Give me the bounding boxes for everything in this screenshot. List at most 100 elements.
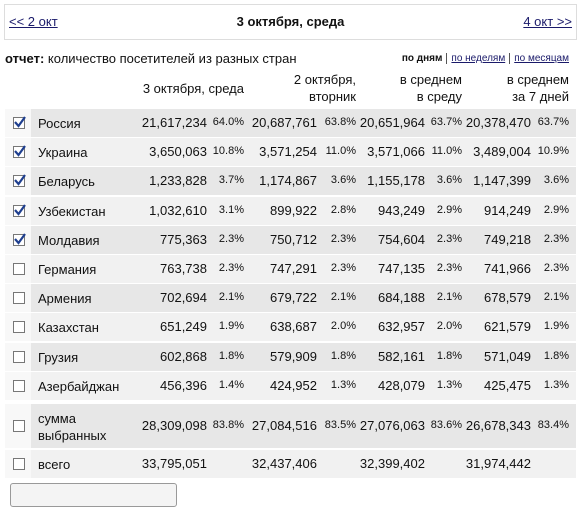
period-link[interactable]: по неделям	[446, 53, 510, 64]
row-name: Германия	[38, 262, 97, 277]
cell-percent: 2.9%	[543, 203, 569, 216]
cell-percent: 3.6%	[543, 174, 569, 187]
cell-percent: 1.4%	[218, 378, 244, 391]
cell-percent: 11.0%	[431, 145, 462, 158]
cell-percent: 2.3%	[330, 232, 356, 245]
cell-percent: 3.6%	[330, 174, 356, 187]
check-mark	[14, 233, 26, 245]
checkbox[interactable]	[13, 233, 26, 246]
check-mark	[14, 116, 26, 128]
row-name: Казахстан	[38, 320, 99, 336]
cell-value: 31,974,442	[465, 456, 531, 471]
row-name: Узбекистан	[38, 203, 106, 219]
cell-percent: 83.5%	[324, 419, 356, 431]
row-name: Азербайджан	[38, 378, 120, 394]
cell-value: 33,795,051	[141, 456, 207, 471]
check-mark	[14, 145, 26, 157]
checkbox[interactable]	[13, 263, 25, 275]
cell-percent: 63.8%	[324, 116, 356, 128]
cell-value: 32,437,406	[251, 456, 317, 471]
row-name: Молдавия	[38, 232, 100, 248]
nav-bar	[4, 4, 577, 40]
cell-value: 21,617,234	[141, 115, 207, 130]
cell-percent: 2.3%	[436, 232, 462, 245]
period-links: по дням по неделям по месяцам	[398, 53, 573, 64]
cell-value: 684,188	[378, 290, 425, 306]
cell-value: 602,868	[160, 348, 207, 364]
add-button[interactable]	[10, 483, 177, 507]
cell-value: 741,966	[484, 261, 531, 276]
checkbox[interactable]	[13, 458, 25, 470]
cell-percent: 2.1%	[543, 291, 569, 304]
prev-link[interactable]: << 2 окт	[9, 14, 58, 29]
cell-value: 3,650,063	[149, 144, 207, 160]
period-link[interactable]: по месяцам	[509, 53, 573, 64]
cell-value: 747,135	[378, 261, 425, 276]
cell-percent: 64.0%	[212, 116, 244, 128]
cell-value: 750,712	[270, 231, 317, 247]
cell-value: 27,084,516	[251, 418, 317, 433]
cell-percent: 2.3%	[218, 232, 244, 245]
period-link[interactable]: по дням	[401, 53, 443, 64]
cell-value: 456,396	[160, 377, 207, 393]
checkbox[interactable]	[13, 350, 25, 363]
nav-title: 3 октября, среда	[236, 14, 345, 29]
column-header: в среднем	[506, 72, 569, 87]
report-label: отчет:	[5, 51, 45, 66]
cell-value: 32,399,402	[359, 456, 425, 471]
cell-percent: 3.7%	[218, 174, 244, 187]
cell-percent: 11.0%	[325, 145, 356, 158]
cell-percent: 2.8%	[330, 203, 356, 216]
table-row	[5, 167, 576, 196]
cell-percent: 2.3%	[436, 262, 462, 274]
checkbox[interactable]	[13, 116, 26, 129]
cell-percent: 2.1%	[330, 291, 356, 304]
table-row	[5, 371, 576, 400]
cell-value: 763,738	[160, 261, 207, 276]
cell-value: 1,147,399	[473, 173, 531, 189]
cell-value: 27,076,063	[359, 418, 425, 433]
checkbox[interactable]	[13, 203, 26, 217]
checkbox[interactable]	[13, 174, 26, 188]
cell-value: 747,291	[270, 261, 317, 276]
report-line: отчет: количество посетителей из разных …	[5, 51, 297, 66]
cell-percent: 1.9%	[218, 320, 244, 333]
table-row	[5, 138, 576, 167]
cell-value: 621,579	[484, 319, 531, 335]
cell-percent: 2.0%	[436, 320, 462, 333]
cell-value: 914,249	[484, 202, 531, 218]
check-mark	[14, 174, 26, 187]
cell-value: 3,489,004	[473, 144, 531, 160]
cell-percent: 83.8%	[212, 419, 244, 431]
cell-value: 20,687,761	[251, 115, 317, 130]
next-link[interactable]: 4 окт >>	[523, 14, 572, 29]
cell-percent: 1.8%	[330, 349, 356, 362]
report-text: количество посетителей из разных стран	[47, 51, 297, 66]
cell-percent: 1.3%	[436, 378, 462, 391]
cell-percent: 2.3%	[543, 262, 569, 274]
cell-value: 20,651,964	[359, 115, 425, 130]
checkbox[interactable]	[13, 379, 25, 392]
checkbox[interactable]	[13, 420, 25, 432]
cell-value: 638,687	[270, 319, 317, 335]
cell-percent: 83.4%	[537, 419, 569, 431]
checkbox[interactable]	[13, 321, 25, 334]
checkbox[interactable]	[13, 145, 26, 159]
cell-percent: 1.3%	[330, 378, 356, 391]
cell-percent: 2.1%	[436, 291, 462, 304]
cell-value: 1,032,610	[149, 202, 207, 218]
table-row	[5, 313, 576, 342]
cell-percent: 2.3%	[330, 262, 356, 274]
column-header: 3 октября, среда	[142, 81, 244, 96]
cell-percent: 3.6%	[436, 174, 462, 187]
row-name: Грузия	[38, 349, 79, 365]
checkbox[interactable]	[13, 292, 25, 305]
cell-percent: 2.0%	[330, 320, 356, 333]
table-row	[5, 450, 576, 478]
cell-value: 428,079	[378, 377, 425, 393]
cell-value: 3,571,066	[367, 144, 425, 160]
table-row	[5, 196, 576, 225]
cell-value: 943,249	[378, 202, 425, 218]
cell-value: 425,475	[484, 377, 531, 393]
cell-percent: 10.9%	[537, 145, 569, 158]
